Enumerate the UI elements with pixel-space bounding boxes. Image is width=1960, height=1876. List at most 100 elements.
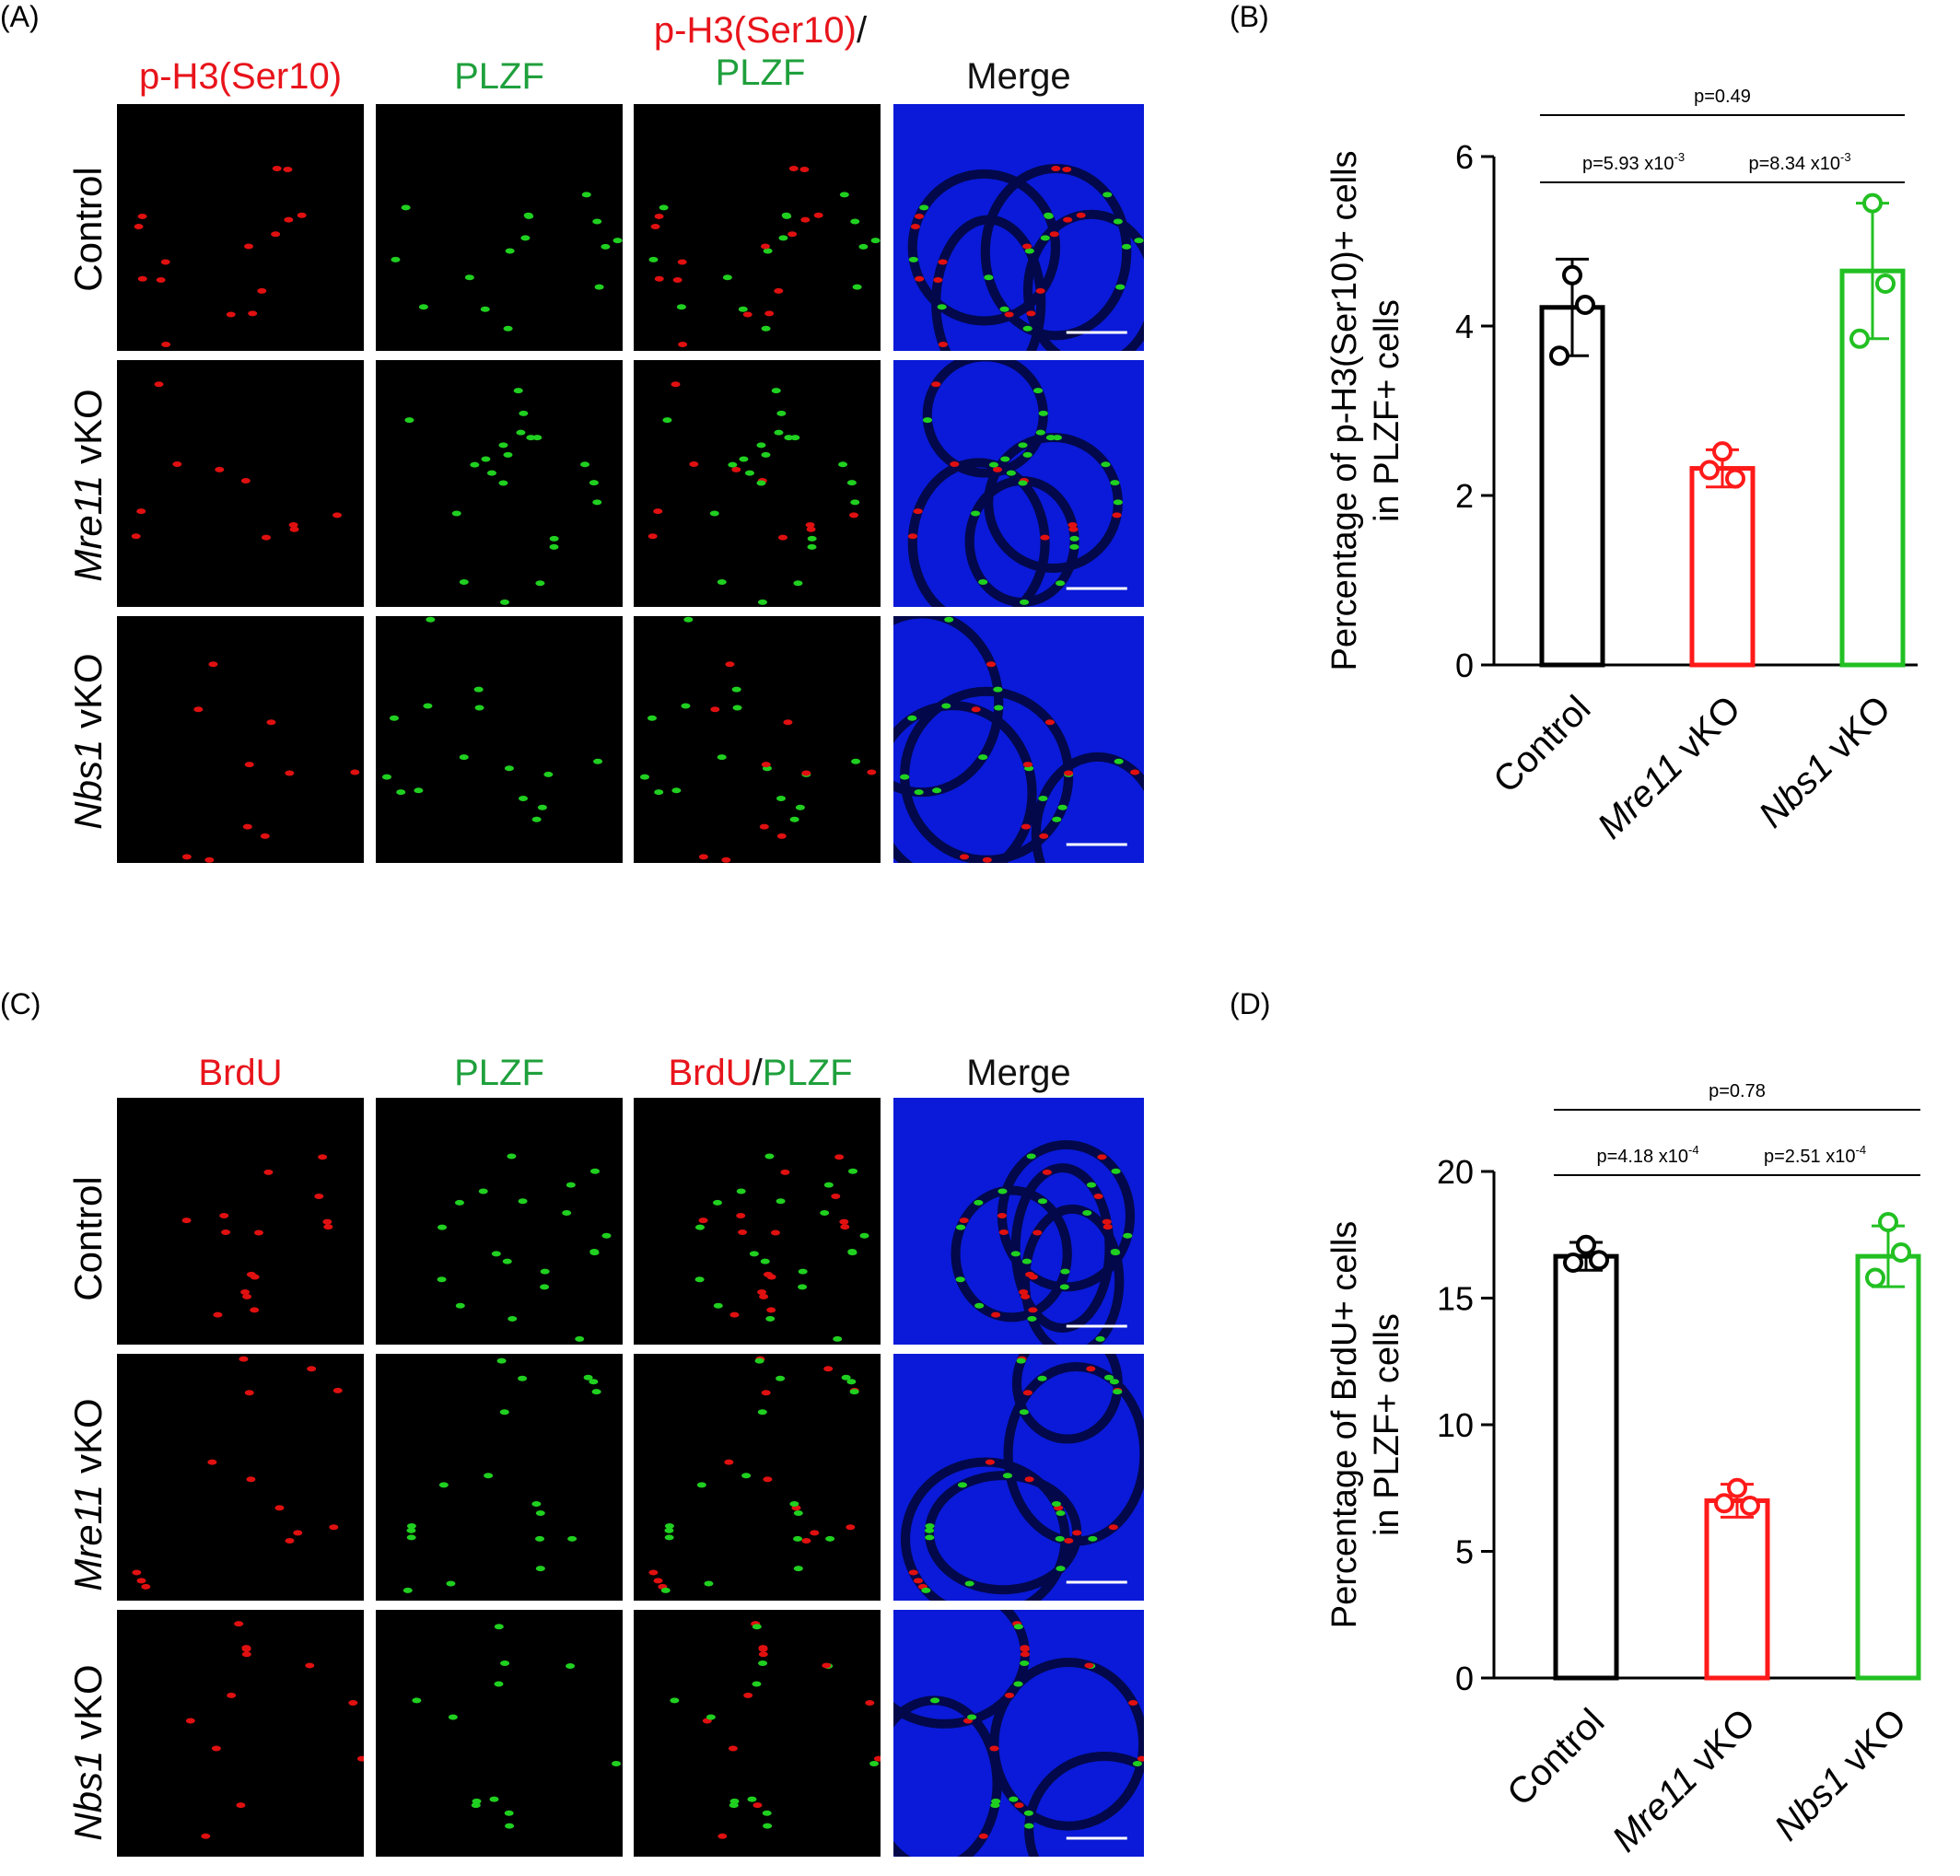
a-micrograph-r1-c2: [376, 104, 623, 351]
col-head-c-3-green: PLZF: [762, 1053, 853, 1093]
a-micrograph-r3-c2: [376, 616, 623, 863]
row-label-c-control: Control: [66, 1124, 112, 1354]
c-micrograph-r2-c3: [634, 1354, 881, 1601]
d-data-point: [1865, 1267, 1885, 1288]
b-x-tick-label: Nbs1 vKO: [1751, 688, 1898, 835]
panel-letter-a: (A): [0, 0, 40, 33]
c-micrograph-r2-c1: [117, 1354, 364, 1601]
a-micrograph-svg: [404, 388, 602, 605]
b-data-point: [1862, 192, 1883, 214]
c-micrograph-r1-c3: [634, 1098, 881, 1345]
col-head-c-2: PLZF: [454, 1053, 544, 1093]
d-p-value-label: p=2.51 x10-4: [1764, 1143, 1866, 1167]
c-micrograph-r1-c4: [893, 1098, 1144, 1345]
b-data-point: [1562, 264, 1582, 285]
d-y-tick-label: 20: [1437, 1153, 1474, 1191]
b-x-tick-label: Control: [1486, 688, 1598, 800]
a-micrograph-svg: [893, 104, 1144, 351]
b-p-value-label: p=0.49: [1694, 87, 1751, 107]
row-label-c-mre11: Mre11 vKO: [66, 1380, 112, 1610]
panel-letter-c: (C): [0, 987, 41, 1020]
b-data-point: [1849, 328, 1870, 349]
row-label-a-nbs1: Nbs1 vKO: [66, 626, 112, 856]
a-micrograph-svg: [131, 381, 343, 541]
d-y-tick-label: 10: [1437, 1406, 1474, 1444]
row-label-a-mre11-gene: Mre11: [66, 474, 110, 582]
c-micrograph-r2-c2: [376, 1354, 623, 1601]
d-data-point: [1727, 1477, 1747, 1498]
b-y-tick-label: 2: [1455, 477, 1474, 515]
c-micrograph-r3-c2: [376, 1610, 623, 1857]
bar-chart-b: Percentage of p-H3(Ser10)+ cells in PLZF+…: [1325, 87, 1918, 846]
row-label-a-control-text: Control: [66, 167, 110, 292]
a-micrograph-svg: [181, 661, 360, 863]
a-micrograph-r3-c4: [893, 616, 1144, 863]
a-micrograph-svg: [648, 165, 881, 348]
d-p-value-label: p=0.78: [1709, 1081, 1766, 1101]
c-micrograph-r3-c3: [634, 1610, 881, 1857]
row-label-a-nbs1-text: vKO: [66, 653, 110, 740]
d-y-tick-label: 0: [1455, 1660, 1474, 1697]
d-data-point: [1563, 1253, 1583, 1273]
d-data-point: [1576, 1234, 1596, 1255]
col-head-c-4: Merge: [966, 1053, 1071, 1093]
row-label-c-control-text: Control: [66, 1176, 110, 1301]
d-x-tick-label: Nbs1 vKO: [1767, 1701, 1914, 1848]
col-head-c-1: BrdU: [198, 1053, 283, 1093]
b-data-point: [1575, 295, 1595, 315]
b-x-tick-label: Mre11 vKO: [1590, 688, 1748, 846]
row-label-a-mre11-text: vKO: [66, 389, 110, 475]
c-micrograph-svg: [670, 1621, 881, 1839]
c-micrograph-svg: [893, 1098, 1144, 1345]
col-head-a-3-green: PLZF: [715, 52, 806, 93]
d-x-tick-label: Mre11 vKO: [1604, 1701, 1763, 1859]
d-y-tick-label: 15: [1437, 1280, 1474, 1318]
col-head-a-3: p-H3(Ser10)/ PLZF: [634, 9, 887, 94]
a-micrograph-svg: [381, 616, 603, 822]
c-micrograph-svg: [132, 1356, 343, 1590]
a-micrograph-r2-c2: [376, 360, 623, 607]
panel-letter-d: (D): [1230, 987, 1271, 1020]
d-data-point: [1740, 1496, 1760, 1516]
d-y-tick-label: 5: [1455, 1533, 1474, 1571]
col-head-c-3: BrdU/PLZF: [634, 1052, 887, 1094]
c-micrograph-r3-c4: [893, 1610, 1144, 1857]
a-micrograph-svg: [639, 616, 877, 863]
d-bar: [1553, 1253, 1619, 1681]
d-x-tick-label: Control: [1499, 1701, 1612, 1813]
a-micrograph-r3-c3: [634, 616, 881, 863]
d-data-point: [1714, 1493, 1734, 1514]
row-label-c-mre11-text: vKO: [66, 1398, 110, 1485]
row-label-c-nbs1: Nbs1 vKO: [66, 1637, 112, 1868]
row-label-a-control: Control: [66, 114, 112, 344]
col-head-a-3-red: p-H3(Ser10): [653, 10, 857, 51]
row-label-c-nbs1-gene: Nbs1: [66, 1750, 110, 1841]
a-micrograph-svg: [648, 381, 860, 605]
c-micrograph-r2-c4: [893, 1354, 1144, 1601]
b-bar: [1689, 466, 1756, 668]
row-label-a-nbs1-gene: Nbs1: [66, 739, 110, 830]
b-p-value-label: p=8.34 x10-3: [1748, 150, 1850, 174]
c-micrograph-svg: [694, 1153, 869, 1342]
c-micrograph-svg: [185, 1621, 364, 1839]
b-y-tick-label: 0: [1455, 647, 1474, 684]
a-micrograph-r3-c1: [117, 616, 364, 863]
a-micrograph-r1-c4: [893, 104, 1144, 351]
col-head-a-4: Merge: [966, 56, 1071, 97]
panel-letter-b: (B): [1230, 0, 1269, 33]
a-micrograph-r2-c1: [117, 360, 364, 607]
c-micrograph-svg: [412, 1624, 622, 1829]
d-data-point: [1589, 1250, 1609, 1271]
b-y-axis-label: Percentage of p-H3(Ser10)+ cells in PLZF+…: [1325, 150, 1406, 670]
c-micrograph-r1-c1: [117, 1098, 364, 1345]
bar-chart-d: Percentage of BrdU+ cells in PLZF+ cells 0…: [1325, 1081, 1921, 1859]
c-micrograph-svg: [648, 1356, 859, 1593]
a-micrograph-r2-c3: [634, 360, 881, 607]
row-label-c-mre11-gene: Mre11: [66, 1484, 110, 1591]
col-head-c-3-red: BrdU: [668, 1053, 752, 1093]
d-bar: [1704, 1498, 1770, 1681]
c-micrograph-r3-c1: [117, 1610, 364, 1857]
d-y-axis-label: Percentage of BrdU+ cells in PLZF+ cells: [1325, 1221, 1406, 1629]
c-micrograph-svg: [181, 1154, 333, 1318]
a-micrograph-r2-c4: [893, 360, 1144, 607]
